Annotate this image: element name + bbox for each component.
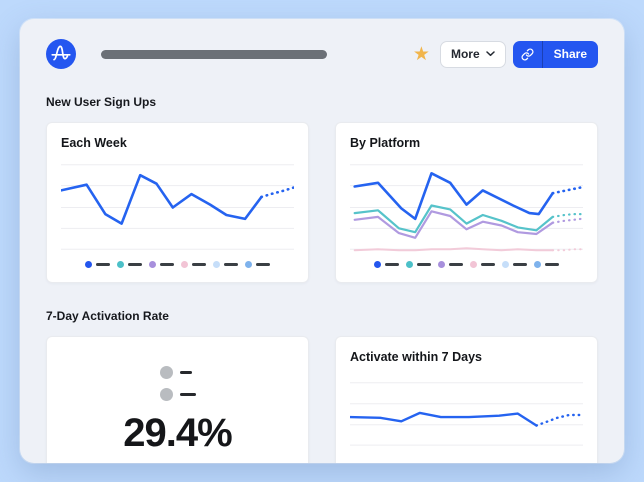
legend-item[interactable] bbox=[534, 261, 559, 268]
legend-dash-icon bbox=[513, 263, 527, 266]
legend-dash-icon bbox=[385, 263, 399, 266]
legend-dot-icon bbox=[85, 261, 92, 268]
legend-dot-icon bbox=[374, 261, 381, 268]
legend-item[interactable] bbox=[149, 261, 174, 268]
legend-dot-icon bbox=[181, 261, 188, 268]
legend-item[interactable] bbox=[374, 261, 399, 268]
placeholder-dash-icon bbox=[179, 393, 196, 396]
legend-dot-icon bbox=[438, 261, 445, 268]
more-button-label: More bbox=[450, 47, 480, 61]
favorite-star-icon[interactable]: ★ bbox=[412, 43, 430, 65]
placeholder-legend-row bbox=[159, 388, 196, 401]
legend-dash-icon bbox=[256, 263, 270, 266]
legend-item[interactable] bbox=[181, 261, 206, 268]
stat-legend-placeholder bbox=[159, 366, 196, 401]
legend-dash-icon bbox=[160, 263, 174, 266]
legend-dash-icon bbox=[545, 263, 559, 266]
legend-item[interactable] bbox=[85, 261, 110, 268]
card-by-platform-title: By Platform bbox=[350, 136, 421, 150]
legend-item[interactable] bbox=[213, 261, 238, 268]
each-week-legend bbox=[61, 261, 294, 268]
card-each-week: Each Week bbox=[46, 122, 309, 283]
legend-dash-icon bbox=[481, 263, 495, 266]
legend-dash-icon bbox=[192, 263, 206, 266]
legend-item[interactable] bbox=[406, 261, 431, 268]
activation-rate-value: 29.4% bbox=[123, 411, 232, 455]
placeholder-legend-row bbox=[159, 366, 192, 379]
placeholder-dot-icon bbox=[159, 366, 173, 379]
activate-week-chart bbox=[350, 380, 583, 450]
chevron-down-icon bbox=[485, 51, 495, 57]
report-title-placeholder bbox=[101, 49, 327, 59]
legend-item[interactable] bbox=[245, 261, 270, 268]
amplitude-logo-icon[interactable] bbox=[46, 39, 76, 69]
section-title-activation: 7-Day Activation Rate bbox=[46, 309, 169, 323]
more-button[interactable]: More bbox=[439, 40, 506, 68]
share-button-label: Share bbox=[541, 40, 598, 68]
legend-dash-icon bbox=[128, 263, 142, 266]
card-activate-week-title: Activate within 7 Days bbox=[350, 350, 482, 364]
legend-dash-icon bbox=[96, 263, 110, 266]
legend-dot-icon bbox=[245, 261, 252, 268]
signups-cards-row: Each Week By Platform bbox=[46, 122, 598, 283]
legend-dash-icon bbox=[224, 263, 238, 266]
legend-item[interactable] bbox=[438, 261, 463, 268]
card-activation-stat: 29.4% bbox=[46, 336, 309, 463]
legend-dot-icon bbox=[406, 261, 413, 268]
placeholder-dash-icon bbox=[179, 371, 192, 374]
by-platform-chart bbox=[350, 159, 583, 254]
legend-dot-icon bbox=[502, 261, 509, 268]
activation-cards-row: 29.4% Activate within 7 Days bbox=[46, 336, 598, 463]
legend-item[interactable] bbox=[502, 261, 527, 268]
legend-dash-icon bbox=[417, 263, 431, 266]
legend-dot-icon bbox=[534, 261, 541, 268]
legend-item[interactable] bbox=[470, 261, 495, 268]
header-actions: ★ More Share bbox=[412, 40, 598, 68]
placeholder-dot-icon bbox=[159, 388, 173, 401]
legend-item[interactable] bbox=[117, 261, 142, 268]
legend-dot-icon bbox=[213, 261, 220, 268]
by-platform-legend bbox=[350, 261, 583, 268]
section-title-signups: New User Sign Ups bbox=[46, 95, 157, 109]
card-each-week-title: Each Week bbox=[61, 136, 127, 150]
legend-dot-icon bbox=[117, 261, 124, 268]
header: ★ More Share bbox=[46, 39, 598, 69]
share-icon-segment[interactable] bbox=[513, 41, 542, 68]
legend-dot-icon bbox=[470, 261, 477, 268]
legend-dot-icon bbox=[149, 261, 156, 268]
dashboard-panel: ★ More Share New User Sign Ups Each bbox=[20, 19, 624, 463]
card-by-platform: By Platform bbox=[335, 122, 598, 283]
legend-dash-icon bbox=[449, 263, 463, 266]
card-activate-week: Activate within 7 Days bbox=[335, 336, 598, 463]
each-week-chart bbox=[61, 159, 294, 254]
share-button[interactable]: Share bbox=[512, 40, 598, 68]
link-icon bbox=[521, 47, 534, 61]
